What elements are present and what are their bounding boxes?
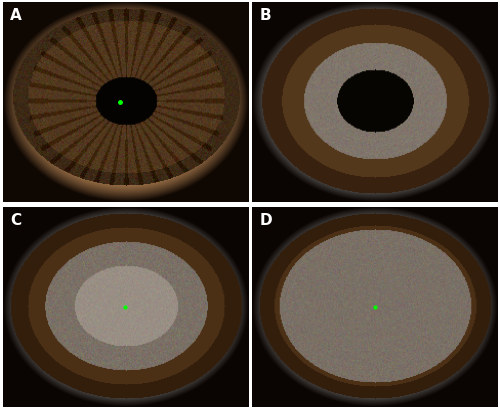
Text: D: D (260, 213, 272, 227)
Text: C: C (10, 213, 21, 227)
Text: B: B (260, 8, 272, 23)
Text: A: A (10, 8, 22, 23)
